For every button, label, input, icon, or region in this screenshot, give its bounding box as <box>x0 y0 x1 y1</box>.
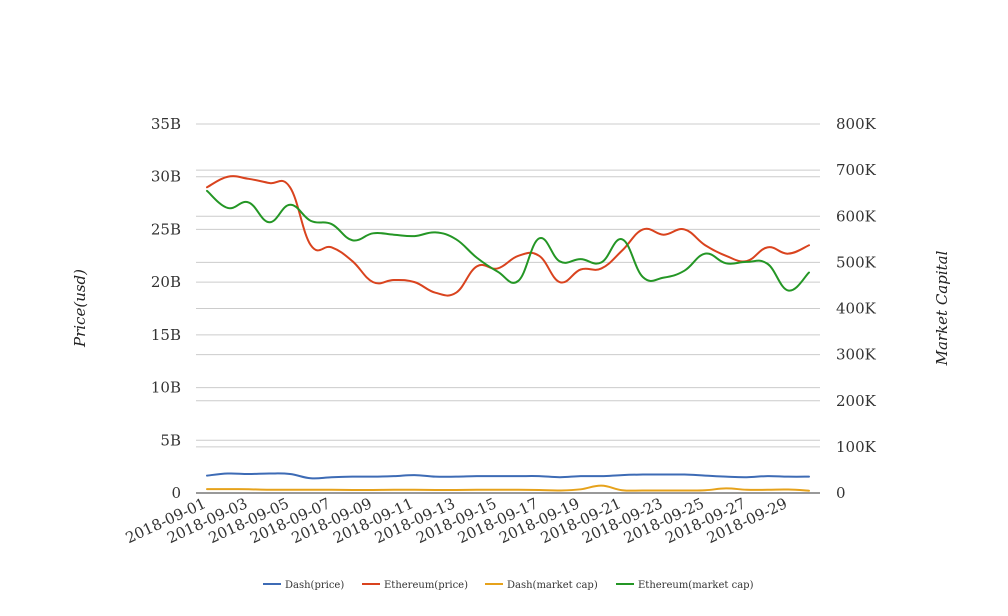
left-tick-label: 5B <box>160 431 181 449</box>
right-tick-label: 500K <box>836 253 877 271</box>
left-tick-label: 30B <box>151 168 181 186</box>
right-axis-title: Market Capital <box>933 250 951 366</box>
left-axis-title: Price(usd) <box>71 269 89 348</box>
right-tick-label: 800K <box>836 115 877 133</box>
legend-label-dash-price: Dash(price) <box>285 580 344 591</box>
left-tick-label: 0 <box>171 484 181 502</box>
left-tick-label: 20B <box>151 273 181 291</box>
left-tick-label: 35B <box>151 115 181 133</box>
legend-label-ethereum-market-cap: Ethereum(market cap) <box>638 580 754 591</box>
right-axis-ticks: 0 100K 200K 300K 400K 500K 600K 700K 800K <box>836 115 877 502</box>
right-tick-label: 200K <box>836 392 877 410</box>
right-tick-label: 400K <box>836 300 877 318</box>
right-tick-label: 0 <box>836 484 846 502</box>
left-axis-ticks: 0 5B 10B 15B 20B 25B 30B 35B <box>151 115 181 502</box>
series-line-dash-market-cap <box>206 484 810 492</box>
legend: Dash(price) Ethereum(price) Dash(market ca… <box>263 580 754 591</box>
series-line-ethereum-market-cap <box>206 189 810 292</box>
x-axis-ticks: 2018-09-012018-09-032018-09-052018-09-07… <box>123 494 790 547</box>
legend-label-ethereum-price: Ethereum(price) <box>384 580 468 591</box>
left-tick-label: 25B <box>151 220 181 238</box>
left-tick-label: 10B <box>151 379 181 397</box>
series-lines <box>206 175 810 492</box>
gridlines <box>196 123 820 494</box>
left-tick-label: 15B <box>151 326 181 344</box>
series-line-dash-price <box>206 472 810 480</box>
right-tick-label: 300K <box>836 346 877 364</box>
series-line-ethereum-price <box>206 175 810 297</box>
right-tick-label: 100K <box>836 438 877 456</box>
legend-label-dash-market-cap: Dash(market cap) <box>507 580 598 591</box>
right-tick-label: 600K <box>836 207 877 225</box>
right-tick-label: 700K <box>836 161 877 179</box>
